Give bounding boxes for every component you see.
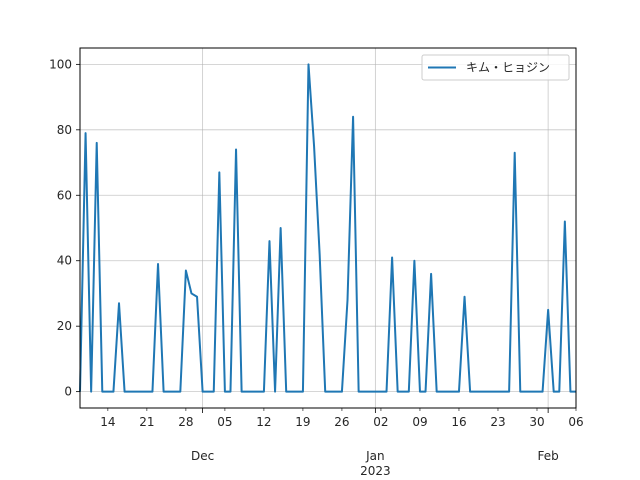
x-minor-tick-label: 06 xyxy=(568,415,583,429)
series-line xyxy=(79,63,576,393)
x-minor-tick-label: 28 xyxy=(178,415,193,429)
x-minor-tick-label: 05 xyxy=(217,415,232,429)
x-minor-tick-label: 21 xyxy=(139,415,154,429)
ticks: 0 20 40 60 80 100 14 21 28 05 12 19 26 02 09 16 23 30 06 De… xyxy=(49,57,584,478)
x-minor-tick-label: 19 xyxy=(295,415,310,429)
x-major-tick-label: Jan xyxy=(365,449,385,463)
legend-label: キム・ヒョジン xyxy=(466,61,550,75)
x-minor-tick-label: 16 xyxy=(451,415,466,429)
x-major-tick-label: Dec xyxy=(191,449,214,463)
x-minor-tick-label: 30 xyxy=(529,415,544,429)
x-minor-tick-label: 14 xyxy=(100,415,115,429)
x-minor-tick-label: 23 xyxy=(490,415,505,429)
y-tick-label: 0 xyxy=(64,385,72,399)
series-layer xyxy=(79,63,576,393)
x-minor-tick-label: 09 xyxy=(412,415,427,429)
legend-box xyxy=(421,54,570,81)
y-tick-label: 20 xyxy=(57,319,72,333)
x-minor-tick-label: 02 xyxy=(373,415,388,429)
y-tick-label: 40 xyxy=(57,254,72,268)
y-tick-label: 100 xyxy=(49,57,72,71)
grid xyxy=(80,48,576,408)
x-major-tick-label: 2023 xyxy=(360,464,391,478)
y-tick-label: 80 xyxy=(57,123,72,137)
y-tick-label: 60 xyxy=(57,188,72,202)
legend: キム・ヒョジン xyxy=(421,54,570,81)
x-minor-tick-label: 26 xyxy=(334,415,349,429)
x-major-tick-label: Feb xyxy=(538,449,559,463)
x-minor-tick-label: 12 xyxy=(256,415,271,429)
axes-frame xyxy=(79,47,577,409)
